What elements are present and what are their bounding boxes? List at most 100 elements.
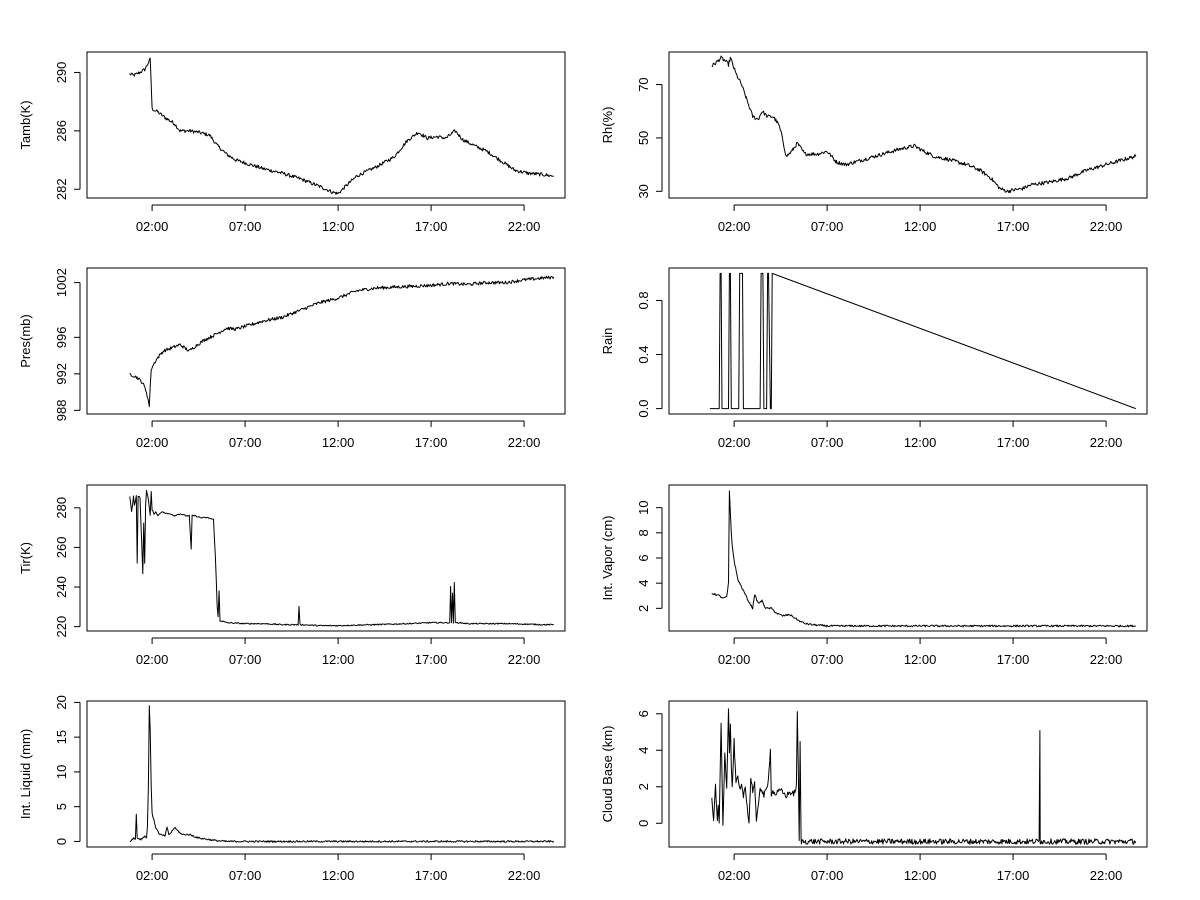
series-line-tamb [129,57,554,195]
y-tick-label: 6 [636,554,651,561]
y-tick-label: 10 [54,765,69,779]
x-tick-label: 22:00 [508,652,541,667]
y-axis-title: Rh(%) [600,107,615,144]
y-axis-title: Cloud Base (km) [600,726,615,823]
x-tick-label: 02:00 [718,868,751,883]
x-tick-label: 07:00 [229,219,262,234]
y-tick-label: 1002 [54,268,69,297]
y-tick-label: 10 [636,500,651,514]
series-line-rain [709,272,1136,410]
plot-frame [86,267,566,415]
x-tick-label: 22:00 [1090,652,1123,667]
y-tick-label: 240 [54,576,69,598]
plot-frame [86,700,566,848]
y-tick-label: 8 [636,529,651,536]
y-tick-label: 0 [54,838,69,845]
y-tick-label: 0 [636,820,651,827]
panel-tir: 02:00 07:00 12:00 17:00 22:00 220 240 260 280 Tir… [18,484,566,667]
x-tick-label: 12:00 [904,652,937,667]
y-tick-label: 0.0 [636,400,651,418]
x-tick-label: 12:00 [904,219,937,234]
y-tick-label: 220 [54,616,69,638]
x-tick-label: 07:00 [229,435,262,450]
x-tick-label: 22:00 [508,435,541,450]
x-tick-label: 17:00 [415,219,448,234]
y-axis-title: Rain [600,328,615,355]
x-tick-label: 17:00 [997,868,1030,883]
series-line-liquid [129,705,555,843]
series-line-rh [711,55,1137,194]
x-tick-label: 17:00 [415,435,448,450]
panel-pres: 02:00 07:00 12:00 17:00 22:00 988 992 996 1002 Pr… [18,267,566,450]
x-tick-label: 07:00 [811,219,844,234]
panel-tamb: 02:00 07:00 12:00 17:00 22:00 282 286 290 Tamb(K… [18,51,566,234]
y-axis-title: Pres(mb) [18,314,33,367]
y-tick-label: 0.4 [636,345,651,363]
y-axis-title: Tir(K) [18,542,33,574]
plot-frame [668,484,1148,632]
series-line-cloud [711,708,1137,845]
x-tick-label: 17:00 [415,652,448,667]
y-tick-label: 988 [54,399,69,421]
x-tick-label: 02:00 [136,868,169,883]
x-tick-label: 22:00 [1090,219,1123,234]
y-axis-title: Tamb(K) [18,100,33,149]
x-tick-label: 17:00 [997,435,1030,450]
series-line-vapor [711,490,1136,628]
plot-frame [668,700,1148,848]
y-tick-label: 0.8 [636,291,651,309]
y-tick-label: 5 [54,803,69,810]
y-tick-label: 992 [54,363,69,385]
series-line-pres [129,275,555,407]
x-tick-label: 22:00 [1090,435,1123,450]
x-tick-label: 07:00 [811,652,844,667]
x-tick-label: 17:00 [997,219,1030,234]
x-tick-label: 17:00 [415,868,448,883]
y-tick-label: 70 [636,77,651,91]
y-tick-label: 20 [54,695,69,709]
y-tick-label: 2 [636,783,651,790]
y-tick-label: 50 [636,131,651,145]
x-tick-label: 07:00 [811,868,844,883]
y-tick-label: 282 [54,178,69,200]
x-tick-label: 12:00 [904,435,937,450]
x-tick-label: 02:00 [136,652,169,667]
y-axis-title: Int. Liquid (mm) [18,729,33,819]
x-tick-label: 02:00 [136,435,169,450]
y-tick-label: 286 [54,120,69,142]
plot-frame [86,484,566,632]
y-tick-label: 2 [636,605,651,612]
x-tick-label: 12:00 [322,868,355,883]
x-tick-label: 22:00 [1090,868,1123,883]
y-axis-title: Int. Vapor (cm) [600,515,615,600]
y-tick-label: 15 [54,730,69,744]
x-tick-label: 12:00 [904,868,937,883]
plot-frame [668,51,1148,199]
x-tick-label: 22:00 [508,868,541,883]
y-tick-label: 280 [54,497,69,519]
y-tick-label: 4 [636,747,651,754]
y-tick-label: 6 [636,710,651,717]
x-tick-label: 12:00 [322,219,355,234]
x-tick-label: 02:00 [718,652,751,667]
x-tick-label: 22:00 [508,219,541,234]
series-line-tir [129,489,554,627]
x-tick-label: 02:00 [136,219,169,234]
x-tick-label: 02:00 [718,435,751,450]
panel-rh: 02:00 07:00 12:00 17:00 22:00 30 50 70 Rh(%) [600,51,1148,234]
panel-liquid: 02:00 07:00 12:00 17:00 22:00 0 5 10 15 20 Int. Li… [18,695,566,883]
plot-frame [668,267,1148,415]
panel-rain: 02:00 07:00 12:00 17:00 22:00 0.0 0.4 0.8 Rain [600,267,1148,450]
y-tick-label: 260 [54,537,69,559]
plot-frame [86,51,566,199]
x-tick-label: 12:00 [322,652,355,667]
y-tick-label: 996 [54,326,69,348]
panel-vapor: 02:00 07:00 12:00 17:00 22:00 2 4 6 8 10 Int. Vapo… [600,484,1148,667]
panel-cloud: 02:00 07:00 12:00 17:00 22:00 0 2 4 6 Cloud Base … [600,700,1148,883]
y-tick-label: 30 [636,184,651,198]
y-tick-label: 4 [636,580,651,587]
x-tick-label: 07:00 [229,868,262,883]
x-tick-label: 02:00 [718,219,751,234]
x-tick-label: 17:00 [997,652,1030,667]
